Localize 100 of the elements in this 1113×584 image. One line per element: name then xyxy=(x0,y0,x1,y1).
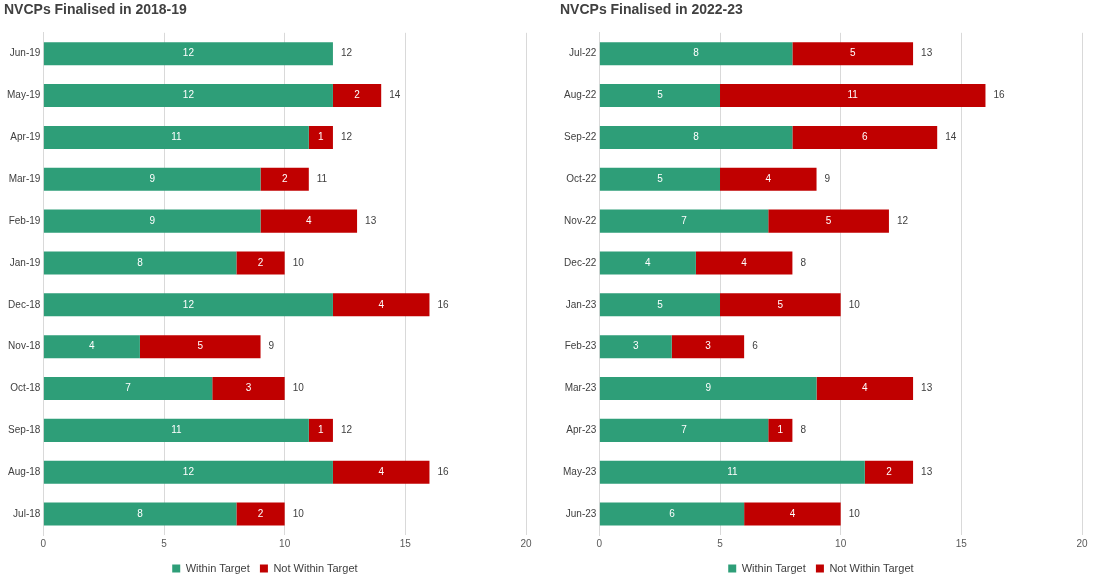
data-label: 5 xyxy=(849,47,856,59)
data-label: 4 xyxy=(645,256,652,268)
bar xyxy=(599,84,721,108)
bar xyxy=(332,84,382,108)
data-label: 12 xyxy=(182,89,195,101)
bar xyxy=(43,209,261,233)
data-label: 5 xyxy=(777,298,784,310)
x-tick-label: 5 xyxy=(161,537,168,549)
bar xyxy=(768,209,889,233)
legend-label: Within Target xyxy=(741,561,806,574)
data-label: 7 xyxy=(125,382,132,394)
y-tick-label: Apr-19 xyxy=(10,131,41,143)
bar xyxy=(260,167,309,191)
bar xyxy=(139,335,261,359)
x-tick-label: 15 xyxy=(955,537,968,549)
y-tick-label: Aug-18 xyxy=(8,465,41,477)
data-label: 3 xyxy=(633,340,640,352)
x-tick-label: 5 xyxy=(717,537,724,549)
bar xyxy=(43,502,237,526)
data-label: 8 xyxy=(693,47,700,59)
bar xyxy=(599,209,769,233)
data-label: 9 xyxy=(705,382,712,394)
x-tick-label: 0 xyxy=(40,537,47,549)
total-label: 13 xyxy=(921,47,933,59)
total-label: 12 xyxy=(340,131,353,143)
x-tick-label: 20 xyxy=(1076,537,1088,549)
total-label: 8 xyxy=(800,424,807,436)
data-label: 12 xyxy=(182,298,195,310)
legend-label: Within Target xyxy=(185,561,250,574)
bar xyxy=(43,377,213,401)
data-label: 6 xyxy=(669,507,676,519)
bar xyxy=(720,293,841,317)
y-tick-label: May-19 xyxy=(6,89,41,101)
legend-label: Not Within Target xyxy=(829,561,914,574)
y-tick-label: Feb-19 xyxy=(8,214,41,226)
data-label: 7 xyxy=(681,214,688,226)
data-label: 5 xyxy=(657,298,664,310)
bar xyxy=(599,42,793,66)
total-label: 10 xyxy=(848,298,861,310)
y-tick-label: Apr-23 xyxy=(566,424,597,436)
total-label: 8 xyxy=(800,256,807,268)
y-tick-label: Nov-22 xyxy=(564,214,597,226)
bar xyxy=(599,418,769,442)
data-label: 4 xyxy=(378,298,385,310)
bar xyxy=(695,251,793,275)
data-label: 11 xyxy=(171,131,182,143)
y-tick-label: Sep-18 xyxy=(8,424,41,436)
bar xyxy=(236,251,285,275)
y-tick-label: Oct-22 xyxy=(566,173,597,185)
data-label: 3 xyxy=(245,382,252,394)
total-label: 16 xyxy=(993,89,1006,101)
total-label: 13 xyxy=(365,214,377,226)
y-tick-label: Dec-18 xyxy=(8,298,41,310)
bar xyxy=(260,209,358,233)
bar xyxy=(43,167,261,191)
y-tick-label: Jun-19 xyxy=(9,47,41,59)
data-label: 5 xyxy=(657,173,664,185)
bar xyxy=(671,335,745,359)
bar xyxy=(599,125,793,149)
data-label: 2 xyxy=(354,89,361,101)
bar xyxy=(43,84,333,108)
bar xyxy=(212,377,285,401)
bar xyxy=(599,460,865,484)
bar xyxy=(43,335,140,359)
bar xyxy=(332,460,430,484)
x-tick-label: 10 xyxy=(835,537,847,549)
data-label: 2 xyxy=(257,256,264,268)
data-label: 2 xyxy=(281,173,288,185)
y-tick-label: Jul-22 xyxy=(569,47,597,59)
total-label: 10 xyxy=(292,382,305,394)
total-label: 10 xyxy=(848,507,861,519)
y-tick-label: Dec-22 xyxy=(564,256,597,268)
bar xyxy=(43,42,333,66)
y-tick-label: Jan-23 xyxy=(565,298,597,310)
bar xyxy=(308,418,333,442)
data-label: 8 xyxy=(693,131,700,143)
bar xyxy=(599,335,672,359)
bar xyxy=(599,251,696,275)
y-tick-label: Jul-18 xyxy=(13,507,41,519)
bar xyxy=(332,293,430,317)
total-label: 14 xyxy=(945,131,957,143)
bar xyxy=(792,125,938,149)
bar xyxy=(43,293,333,317)
total-label: 10 xyxy=(292,256,305,268)
data-label: 2 xyxy=(886,465,893,477)
x-tick-label: 20 xyxy=(520,537,532,549)
bar xyxy=(43,460,333,484)
data-label: 4 xyxy=(765,173,772,185)
total-label: 16 xyxy=(437,465,450,477)
data-label: 1 xyxy=(777,424,784,436)
data-label: 9 xyxy=(149,214,156,226)
total-label: 13 xyxy=(921,465,933,477)
bar xyxy=(599,502,745,526)
total-label: 12 xyxy=(340,47,353,59)
total-label: 6 xyxy=(752,340,759,352)
bar xyxy=(43,418,309,442)
data-label: 8 xyxy=(137,256,144,268)
bar xyxy=(43,251,237,275)
x-tick-label: 0 xyxy=(596,537,603,549)
data-label: 8 xyxy=(137,507,144,519)
